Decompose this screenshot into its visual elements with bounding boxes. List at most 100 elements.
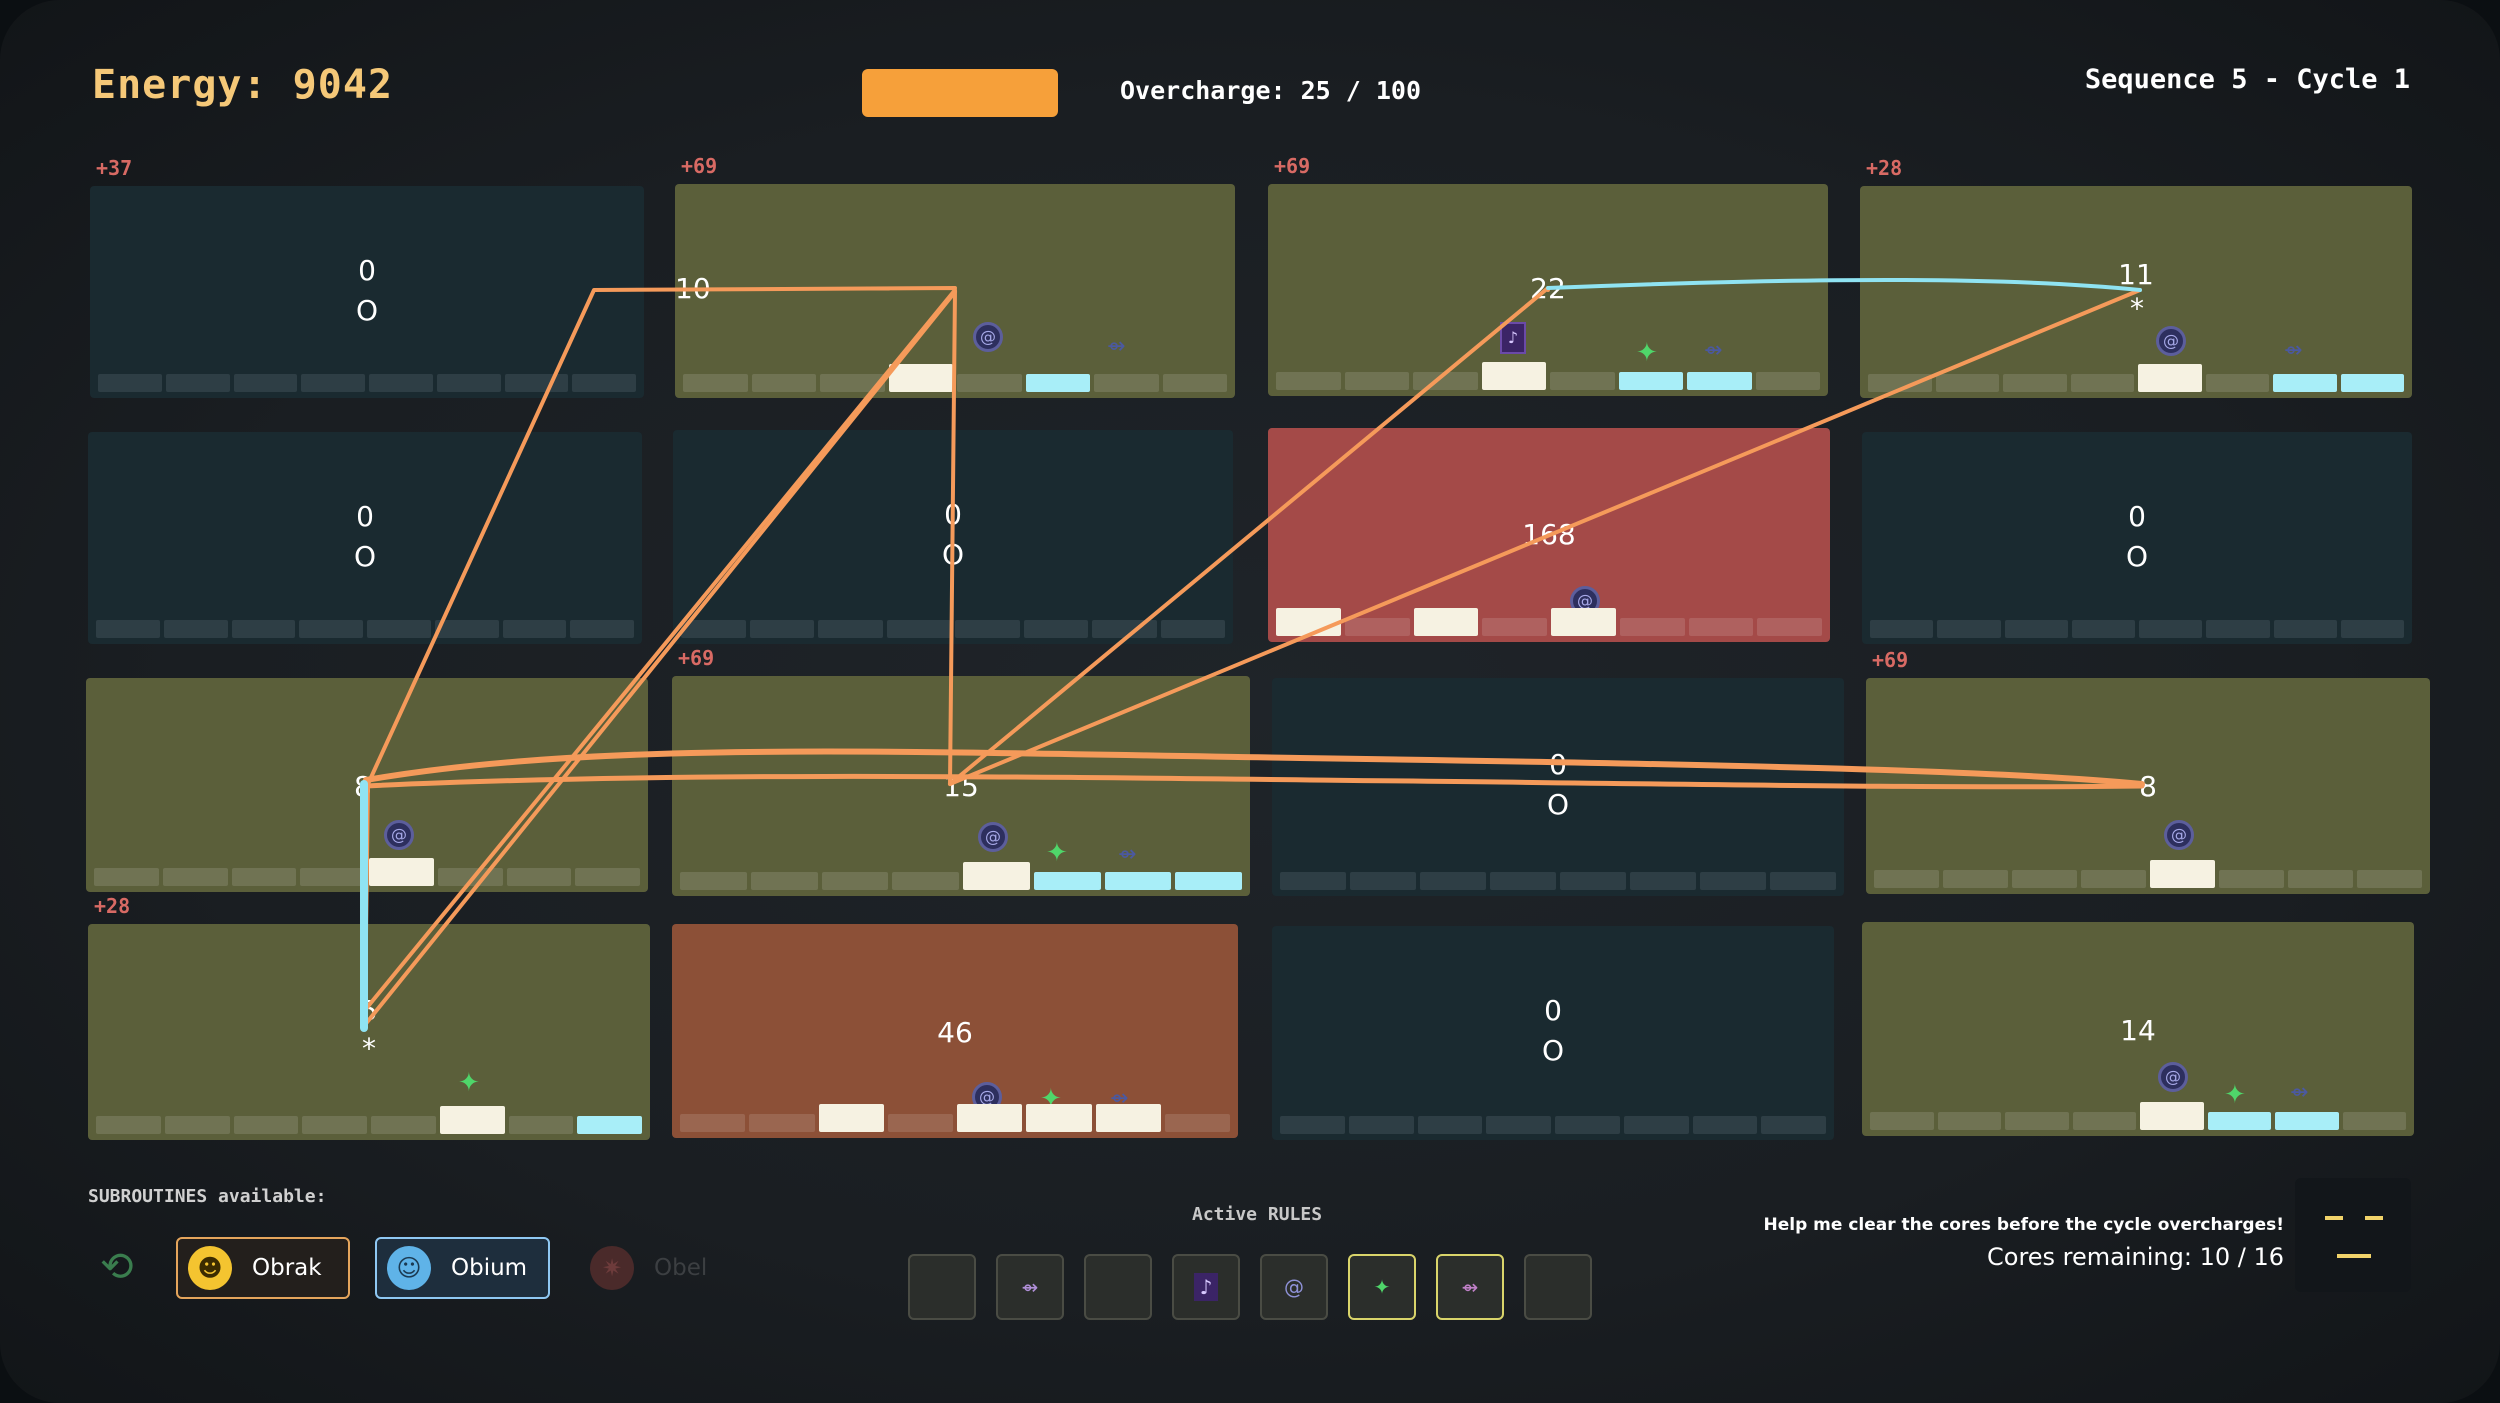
- subroutines-title: SUBROUTINES available:: [88, 1186, 327, 1207]
- core-value: 0: [356, 500, 374, 533]
- core-bonus: +69: [1872, 648, 1909, 672]
- rule-slot-3[interactable]: [1084, 1254, 1152, 1320]
- rule-slot-6[interactable]: ✦: [1348, 1254, 1416, 1320]
- subroutine-obium-button[interactable]: ☺ Obium: [375, 1237, 550, 1299]
- core-star: *: [362, 1032, 376, 1065]
- core-bonus: +28: [1866, 156, 1903, 180]
- core-value: 0: [358, 254, 376, 287]
- core-slots: [1870, 620, 2404, 638]
- core-value: 0: [944, 498, 962, 531]
- rule-slot-8[interactable]: [1524, 1254, 1592, 1320]
- core-letter: O: [355, 294, 379, 327]
- core-slots: [96, 1106, 642, 1134]
- route-path: [362, 290, 957, 1028]
- assistant-face-icon: [2295, 1178, 2411, 1292]
- subroutine-label: Obrak: [252, 1255, 322, 1281]
- core-slots: [681, 620, 1225, 638]
- subroutine-obel-button[interactable]: ✷ Obel: [580, 1237, 740, 1299]
- core-r4c4[interactable]: 14 @ ✦ ⇴: [1862, 922, 2414, 1136]
- bug-icon: ⇴: [1461, 1275, 1479, 1299]
- vortex-icon: @: [2164, 820, 2194, 850]
- rule-slot-1[interactable]: [908, 1254, 976, 1320]
- core-slots: [1276, 608, 1822, 636]
- core-bonus: +69: [1274, 154, 1311, 178]
- core-letter: O: [353, 540, 377, 573]
- core-slots: [96, 620, 634, 638]
- core-bonus: +28: [94, 894, 131, 918]
- bug-icon: ✷: [590, 1246, 634, 1290]
- card-icon: ♪: [1500, 322, 1526, 354]
- core-r2c2[interactable]: 0 O: [673, 430, 1233, 644]
- vortex-icon: @: [2156, 326, 2186, 356]
- recycle-icon[interactable]: ⟲: [100, 1244, 134, 1290]
- core-r4c1[interactable]: +28 5 * ✦: [88, 894, 650, 1140]
- core-letter: O: [941, 538, 965, 571]
- bug-icon: ⇴: [1107, 334, 1126, 359]
- core-bonus: +37: [96, 156, 133, 180]
- bug-icon: ⇴: [2290, 1080, 2309, 1105]
- core-r1c4[interactable]: +28 11 * @ ⇴: [1860, 156, 2412, 398]
- star-icon: ✦: [1636, 338, 1658, 368]
- subroutine-label: Obium: [451, 1255, 528, 1281]
- core-slots: [1280, 872, 1836, 890]
- rule-slot-2[interactable]: ⇴: [996, 1254, 1064, 1320]
- core-r3c2[interactable]: +69 15 @ ✦ ⇴: [672, 646, 1250, 896]
- core-slots: [98, 374, 636, 392]
- core-r4c2[interactable]: 46 @ ✦ ⇴: [672, 924, 1238, 1138]
- robot-face-icon: ☻: [188, 1246, 232, 1290]
- core-letter: O: [1546, 788, 1570, 821]
- core-value: 5: [360, 994, 378, 1027]
- energy-counter: Energy: 9042: [92, 62, 393, 108]
- core-r3c3[interactable]: 0 O: [1272, 678, 1844, 896]
- card-icon: ♪: [1193, 1273, 1219, 1301]
- core-r2c1[interactable]: 0 O: [88, 432, 642, 644]
- core-value: 8: [2139, 770, 2157, 803]
- vortex-icon: @: [973, 322, 1003, 352]
- rule-slot-4[interactable]: ♪: [1172, 1254, 1240, 1320]
- bug-icon: ⇴: [1118, 842, 1137, 867]
- subroutine-obrak-button[interactable]: ☻ Obrak: [176, 1237, 350, 1299]
- sequence-label: Sequence 5 - Cycle 1: [2084, 64, 2410, 95]
- vortex-icon: @: [978, 822, 1008, 852]
- core-slots: [1276, 362, 1820, 390]
- star-icon: ✦: [458, 1068, 480, 1098]
- core-slots: [1870, 1102, 2406, 1130]
- core-value: 14: [2120, 1014, 2156, 1047]
- core-r1c3[interactable]: +69 22 ♪ ✦ ⇴: [1268, 154, 1828, 396]
- core-value: 15: [943, 770, 979, 803]
- assistant-hint: Help me clear the cores before the cycle…: [1763, 1215, 2284, 1235]
- core-value: 10: [675, 272, 711, 305]
- core-bonus: +69: [681, 154, 718, 178]
- core-value: 46: [937, 1016, 973, 1049]
- cores-remaining: Cores remaining: 10 / 16: [1987, 1243, 2284, 1271]
- core-value: 11: [2118, 258, 2154, 291]
- core-r4c3[interactable]: 0 O: [1272, 926, 1834, 1140]
- star-icon: ✦: [1373, 1275, 1391, 1299]
- core-slots: [94, 858, 640, 886]
- core-value: 22: [1530, 272, 1566, 305]
- ghost-icon: ☺: [387, 1246, 431, 1290]
- overcharge-label: Overcharge: 25 / 100: [1120, 76, 1422, 105]
- core-r1c1[interactable]: +37 0 O: [90, 156, 644, 398]
- core-r2c4[interactable]: 0 O: [1862, 432, 2412, 644]
- core-r1c2[interactable]: +69 10 @ ⇴: [675, 154, 1235, 398]
- core-r3c1[interactable]: 8 @: [86, 678, 648, 892]
- vortex-icon: @: [2158, 1062, 2188, 1092]
- core-slots: [680, 1104, 1230, 1132]
- star-icon: ✦: [2224, 1080, 2246, 1110]
- core-r3c4[interactable]: +69 8 @: [1866, 648, 2430, 894]
- active-rules-title: Active RULES: [1192, 1204, 1323, 1225]
- rule-slot-5[interactable]: @: [1260, 1254, 1328, 1320]
- core-slots: [1874, 860, 2422, 888]
- core-r3c3-hot[interactable]: 168 @: [1268, 428, 1830, 642]
- core-slots: [683, 364, 1227, 392]
- core-letter: O: [2125, 540, 2149, 573]
- rule-slot-7[interactable]: ⇴: [1436, 1254, 1504, 1320]
- core-star: *: [2130, 292, 2144, 325]
- core-slots: [680, 862, 1242, 890]
- star-icon: ✦: [1046, 838, 1068, 868]
- subroutine-label: Obel: [654, 1255, 708, 1281]
- core-bonus: +69: [678, 646, 715, 670]
- core-value: 168: [1522, 518, 1576, 551]
